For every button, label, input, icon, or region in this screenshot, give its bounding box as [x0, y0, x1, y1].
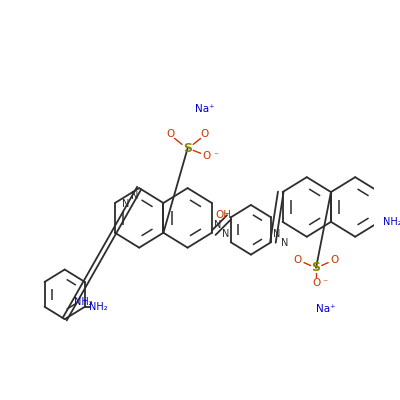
Text: S: S	[183, 142, 192, 155]
Text: Na⁺: Na⁺	[316, 304, 335, 314]
Text: N: N	[131, 191, 138, 201]
Text: NH₂: NH₂	[74, 297, 92, 307]
Text: O: O	[200, 130, 208, 140]
Text: N: N	[273, 229, 280, 239]
Text: N: N	[222, 229, 230, 239]
Text: N: N	[122, 199, 130, 209]
Text: S: S	[312, 261, 320, 274]
Text: Na⁺: Na⁺	[194, 104, 214, 114]
Text: ⁻: ⁻	[213, 151, 218, 161]
Text: NH₂: NH₂	[383, 217, 400, 227]
Text: OH: OH	[215, 210, 231, 220]
Text: N: N	[214, 220, 221, 230]
Text: O: O	[202, 151, 210, 161]
Text: NH₂: NH₂	[88, 302, 107, 312]
Text: O: O	[167, 130, 175, 140]
Text: O: O	[330, 254, 339, 264]
Text: N: N	[281, 238, 289, 248]
Text: O: O	[312, 278, 320, 288]
Text: ⁻: ⁻	[323, 278, 328, 288]
Text: O: O	[293, 254, 302, 264]
